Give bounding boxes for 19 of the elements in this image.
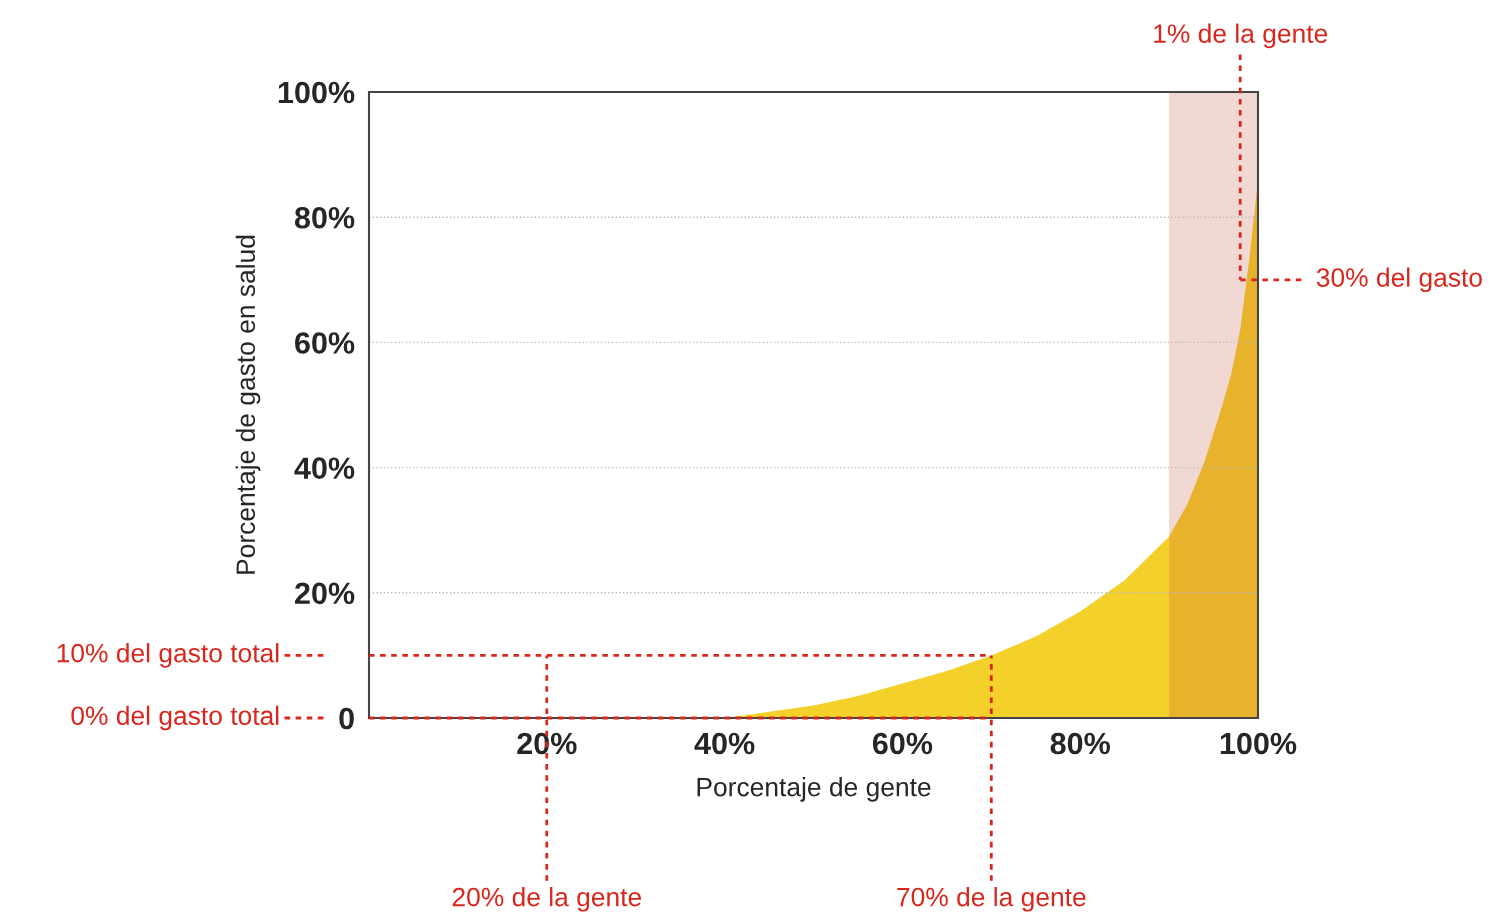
ref-line-label: 0% del gasto total bbox=[71, 705, 279, 731]
y-tick-label: 100% bbox=[278, 81, 355, 104]
x-tick-label: 100% bbox=[1220, 732, 1297, 755]
y-tick-label: 0 bbox=[339, 707, 354, 730]
x-tick-label: 80% bbox=[1050, 732, 1110, 755]
x-tick-label: 40% bbox=[694, 732, 755, 755]
x-tick-label: 60% bbox=[872, 732, 933, 755]
ref-line-label: 70% de la gente bbox=[897, 887, 1086, 912]
y-tick-label: 20% bbox=[295, 582, 355, 605]
x-tick-label: 20% bbox=[517, 732, 577, 755]
y-tick-label: 80% bbox=[294, 206, 355, 229]
y-tick-label: 60% bbox=[295, 332, 355, 354]
ref-line-label: 30% del gasto bbox=[1316, 267, 1482, 293]
ref-line-label: 1% de la gente bbox=[1154, 23, 1328, 49]
x-axis-title: Porcentaje de gente bbox=[697, 777, 931, 802]
y-axis-title: Porcentaje de gasto en salud bbox=[235, 235, 261, 574]
ref-line-label: 20% de la gente bbox=[452, 887, 641, 912]
ref-line-label: 10% del gasto total bbox=[57, 643, 279, 668]
y-tick-label: 40% bbox=[294, 457, 355, 479]
